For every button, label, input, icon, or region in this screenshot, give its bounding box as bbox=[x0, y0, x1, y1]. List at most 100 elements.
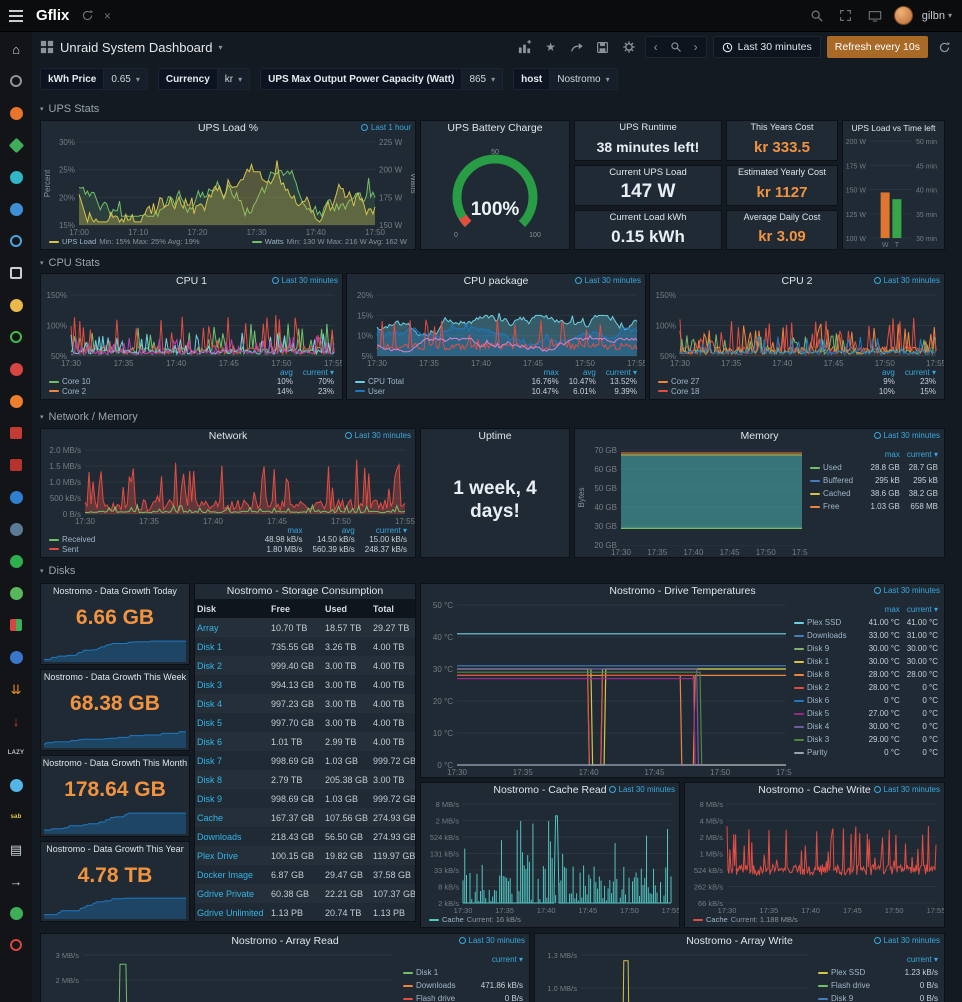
legend-header[interactable]: max bbox=[543, 367, 559, 377]
fullscreen-icon[interactable] bbox=[836, 6, 856, 26]
legend-series[interactable]: Disk 8 bbox=[794, 668, 862, 681]
target-icon[interactable] bbox=[7, 936, 25, 954]
panel-time-range[interactable]: Last 30 minutes bbox=[344, 431, 411, 440]
legend-header[interactable]: avg bbox=[881, 367, 895, 377]
legend-header[interactable]: avg bbox=[341, 525, 355, 535]
disk-link[interactable]: Disk 1 bbox=[197, 641, 223, 652]
drop-icon[interactable] bbox=[7, 776, 25, 794]
legend-series[interactable]: Core 18 bbox=[658, 387, 869, 397]
avatar[interactable] bbox=[893, 6, 913, 25]
lazy-badge[interactable]: LAZY bbox=[7, 750, 25, 756]
share-button[interactable] bbox=[567, 37, 587, 57]
legend-series[interactable]: Cache Current: 16 kB/s bbox=[429, 915, 521, 924]
chevron-down-icon[interactable]: ▾ bbox=[218, 42, 223, 52]
panel-title[interactable]: CPU package bbox=[463, 275, 529, 287]
legend-series[interactable]: Used bbox=[810, 461, 864, 474]
cpu-package-chart[interactable]: 20% 15% 10% 5% 17:30 17:35 17:40 17:45 17:50 17:5… bbox=[347, 289, 645, 368]
movies-icon[interactable] bbox=[7, 456, 25, 474]
disk-link[interactable]: Disk 8 bbox=[197, 774, 223, 785]
network-chart[interactable]: 2.0 MB/s 1.5 MB/s 1.0 MB/s 500 kB/s 0 B/s 17:… bbox=[41, 444, 415, 526]
search-icon[interactable] bbox=[807, 6, 827, 26]
stripes-icon[interactable] bbox=[7, 616, 25, 634]
row-header-network-memory[interactable]: ▾ Network / Memory bbox=[40, 410, 138, 423]
legend-series[interactable]: Flash drive bbox=[818, 979, 898, 992]
disk-link[interactable]: Disk 7 bbox=[197, 755, 223, 766]
beer-icon[interactable] bbox=[7, 296, 25, 314]
disk-link[interactable]: Plex Drive bbox=[197, 850, 239, 861]
user-menu[interactable]: gilbn ▾ bbox=[922, 10, 952, 22]
disk-link[interactable]: Gdrive Private bbox=[197, 888, 255, 899]
dashboard-title[interactable]: Unraid System Dashboard bbox=[60, 39, 213, 55]
settings-gear-icon[interactable] bbox=[619, 37, 639, 57]
legend-series[interactable]: Disk 4 bbox=[794, 720, 862, 733]
panel-title[interactable]: CPU 2 bbox=[781, 275, 813, 287]
legend-header[interactable]: avg bbox=[279, 367, 293, 377]
refresh-button[interactable] bbox=[934, 37, 954, 57]
legend-header[interactable]: current ▾ bbox=[375, 525, 407, 535]
legend-series[interactable]: Cached bbox=[810, 487, 864, 500]
panel-title[interactable]: Memory bbox=[740, 430, 779, 442]
camera-icon[interactable] bbox=[7, 488, 25, 506]
legend-series[interactable]: Disk 5 bbox=[794, 707, 862, 720]
panel-title[interactable]: Nostromo - Storage Consumption bbox=[226, 585, 384, 597]
disk-link[interactable]: Disk 3 bbox=[197, 679, 223, 690]
panel-title[interactable]: Nostromo - Array Write bbox=[686, 935, 793, 947]
legend-header[interactable]: max bbox=[884, 450, 900, 459]
variable-host[interactable]: host Nostromo ▾ bbox=[513, 68, 618, 90]
variable-kwh-price[interactable]: kWh Price 0.65 ▾ bbox=[40, 68, 148, 90]
panel-time-range[interactable]: Last 30 minutes bbox=[873, 276, 940, 285]
panel-time-range[interactable]: Last 30 minutes bbox=[574, 276, 641, 285]
diamond-icon[interactable] bbox=[7, 136, 25, 154]
disk-link[interactable]: Disk 6 bbox=[197, 736, 223, 747]
panel-title[interactable]: Uptime bbox=[478, 430, 512, 442]
legend-header[interactable]: max bbox=[884, 605, 900, 614]
legend-series[interactable]: Flash drive bbox=[403, 992, 474, 1002]
legend-series[interactable]: Plex SSD bbox=[794, 616, 862, 629]
drive-temps-chart[interactable]: 50 °C 40 °C 30 °C 20 °C 10 °C 0 °C 17:30 17:35 1… bbox=[421, 599, 792, 777]
close-icon[interactable]: × bbox=[103, 8, 111, 23]
zoom-out-button[interactable] bbox=[666, 37, 686, 57]
panel-time-range[interactable]: Last 1 hour bbox=[360, 123, 411, 132]
variable-currency[interactable]: Currency kr ▾ bbox=[157, 68, 251, 90]
octopus-icon[interactable] bbox=[7, 904, 25, 922]
legend-series[interactable]: Core 2 bbox=[49, 387, 267, 397]
panel-title[interactable]: Network bbox=[208, 430, 248, 442]
logout-icon[interactable]: → bbox=[9, 873, 23, 889]
legend-series[interactable]: Free bbox=[810, 500, 864, 513]
legend-header[interactable]: avg bbox=[582, 367, 596, 377]
panel-title[interactable]: Nostromo - Array Read bbox=[231, 935, 339, 947]
home-icon[interactable]: ⌂ bbox=[12, 41, 20, 57]
disk-link[interactable]: Disk 4 bbox=[197, 698, 223, 709]
legend-series[interactable]: Disk 2 bbox=[794, 681, 862, 694]
time-range-picker[interactable]: Last 30 minutes bbox=[712, 36, 821, 58]
cycle-back-button[interactable]: ‹ bbox=[653, 40, 658, 54]
legend-series[interactable]: User bbox=[355, 387, 522, 397]
robot-icon[interactable] bbox=[7, 264, 25, 282]
legend-series[interactable]: Disk 9 bbox=[794, 642, 862, 655]
legend-series[interactable]: Sent bbox=[49, 545, 255, 555]
legend-series[interactable]: Downloads bbox=[794, 629, 862, 642]
legend-series[interactable]: CPU Total bbox=[355, 377, 522, 387]
disk-link[interactable]: Array bbox=[197, 622, 219, 633]
ups-load-chart[interactable]: 30% 25% 20% 15% 225 W 200 W 175 W 150 W 17:00 17:… bbox=[41, 136, 415, 237]
photo-icon[interactable] bbox=[7, 648, 25, 666]
panel-title[interactable]: Nostromo - Cache Write bbox=[758, 784, 871, 796]
shield-icon[interactable] bbox=[7, 424, 25, 442]
panel-title[interactable]: Estimated Yearly Cost bbox=[737, 167, 827, 177]
legend-header[interactable]: current ▾ bbox=[906, 605, 938, 614]
panel-time-range[interactable]: Last 30 minutes bbox=[271, 276, 338, 285]
hamburger-menu-icon[interactable] bbox=[0, 0, 32, 32]
cycle-forward-button[interactable]: › bbox=[693, 40, 698, 54]
panel-time-range[interactable]: Last 30 minutes bbox=[873, 785, 940, 794]
panel-title[interactable]: UPS Runtime bbox=[619, 122, 677, 133]
row-header-disks[interactable]: ▾ Disks bbox=[40, 564, 76, 577]
disk-link[interactable]: Docker Image bbox=[197, 869, 254, 880]
legend-series[interactable]: UPS Load Min: 15% Max: 25% Avg: 19% bbox=[49, 237, 200, 246]
array-read-chart[interactable]: 3 MB/s2 MB/s1 MB/s0 B/s bbox=[41, 949, 401, 1002]
panel-title[interactable]: Current Load kWh bbox=[609, 212, 687, 223]
legend-series[interactable]: Cache Current: 1.188 MB/s bbox=[693, 915, 798, 924]
legend-series[interactable]: Disk 1 bbox=[403, 966, 474, 979]
cache-read-chart[interactable]: 8 MB/s 2 MB/s 524 kB/s 131 kB/s 33 kB/s 8 kB/… bbox=[421, 798, 679, 915]
sab-badge[interactable]: sab bbox=[10, 814, 22, 820]
panel-time-range[interactable]: Last 30 minutes bbox=[873, 936, 940, 945]
